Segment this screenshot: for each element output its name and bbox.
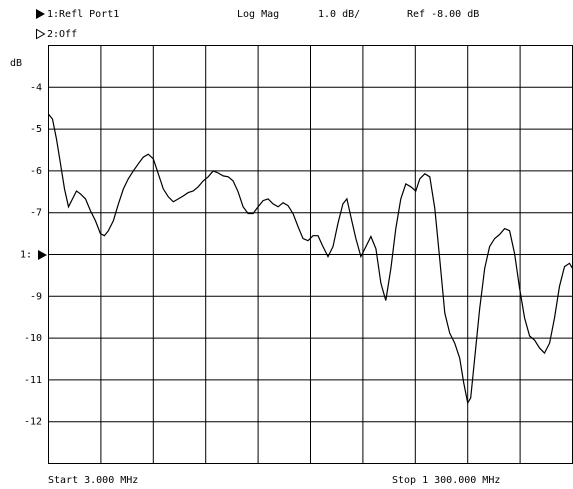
- y-tick-label: -5: [30, 124, 42, 135]
- trace1-label: 1:Refl Port1: [47, 9, 119, 20]
- y-tick-label: -11: [24, 375, 42, 386]
- format-label: Log Mag: [237, 9, 279, 20]
- trace2-label: 2:Off: [47, 29, 77, 40]
- y-axis-label: dB: [10, 58, 22, 69]
- y-tick-label: -4: [30, 82, 42, 93]
- reference-marker: [38, 250, 47, 260]
- y-tick-label: -6: [30, 166, 42, 177]
- y-tick-label: -12: [24, 417, 42, 428]
- y-tick-label: -9: [30, 291, 42, 302]
- y-tick-label: -10: [24, 333, 42, 344]
- scale-label: 1.0 dB/: [318, 9, 360, 20]
- stop-label: Stop 1 300.000 MHz: [392, 475, 500, 486]
- y-tick-label: -7: [30, 208, 42, 219]
- reference-label: Ref -8.00 dB: [407, 9, 479, 20]
- trace2-marker: [36, 28, 46, 40]
- y-tick-label: 1:: [20, 250, 32, 261]
- trace-line: [48, 113, 573, 405]
- start-label: Start 3.000 MHz: [48, 475, 138, 486]
- trace1-marker: [36, 9, 45, 19]
